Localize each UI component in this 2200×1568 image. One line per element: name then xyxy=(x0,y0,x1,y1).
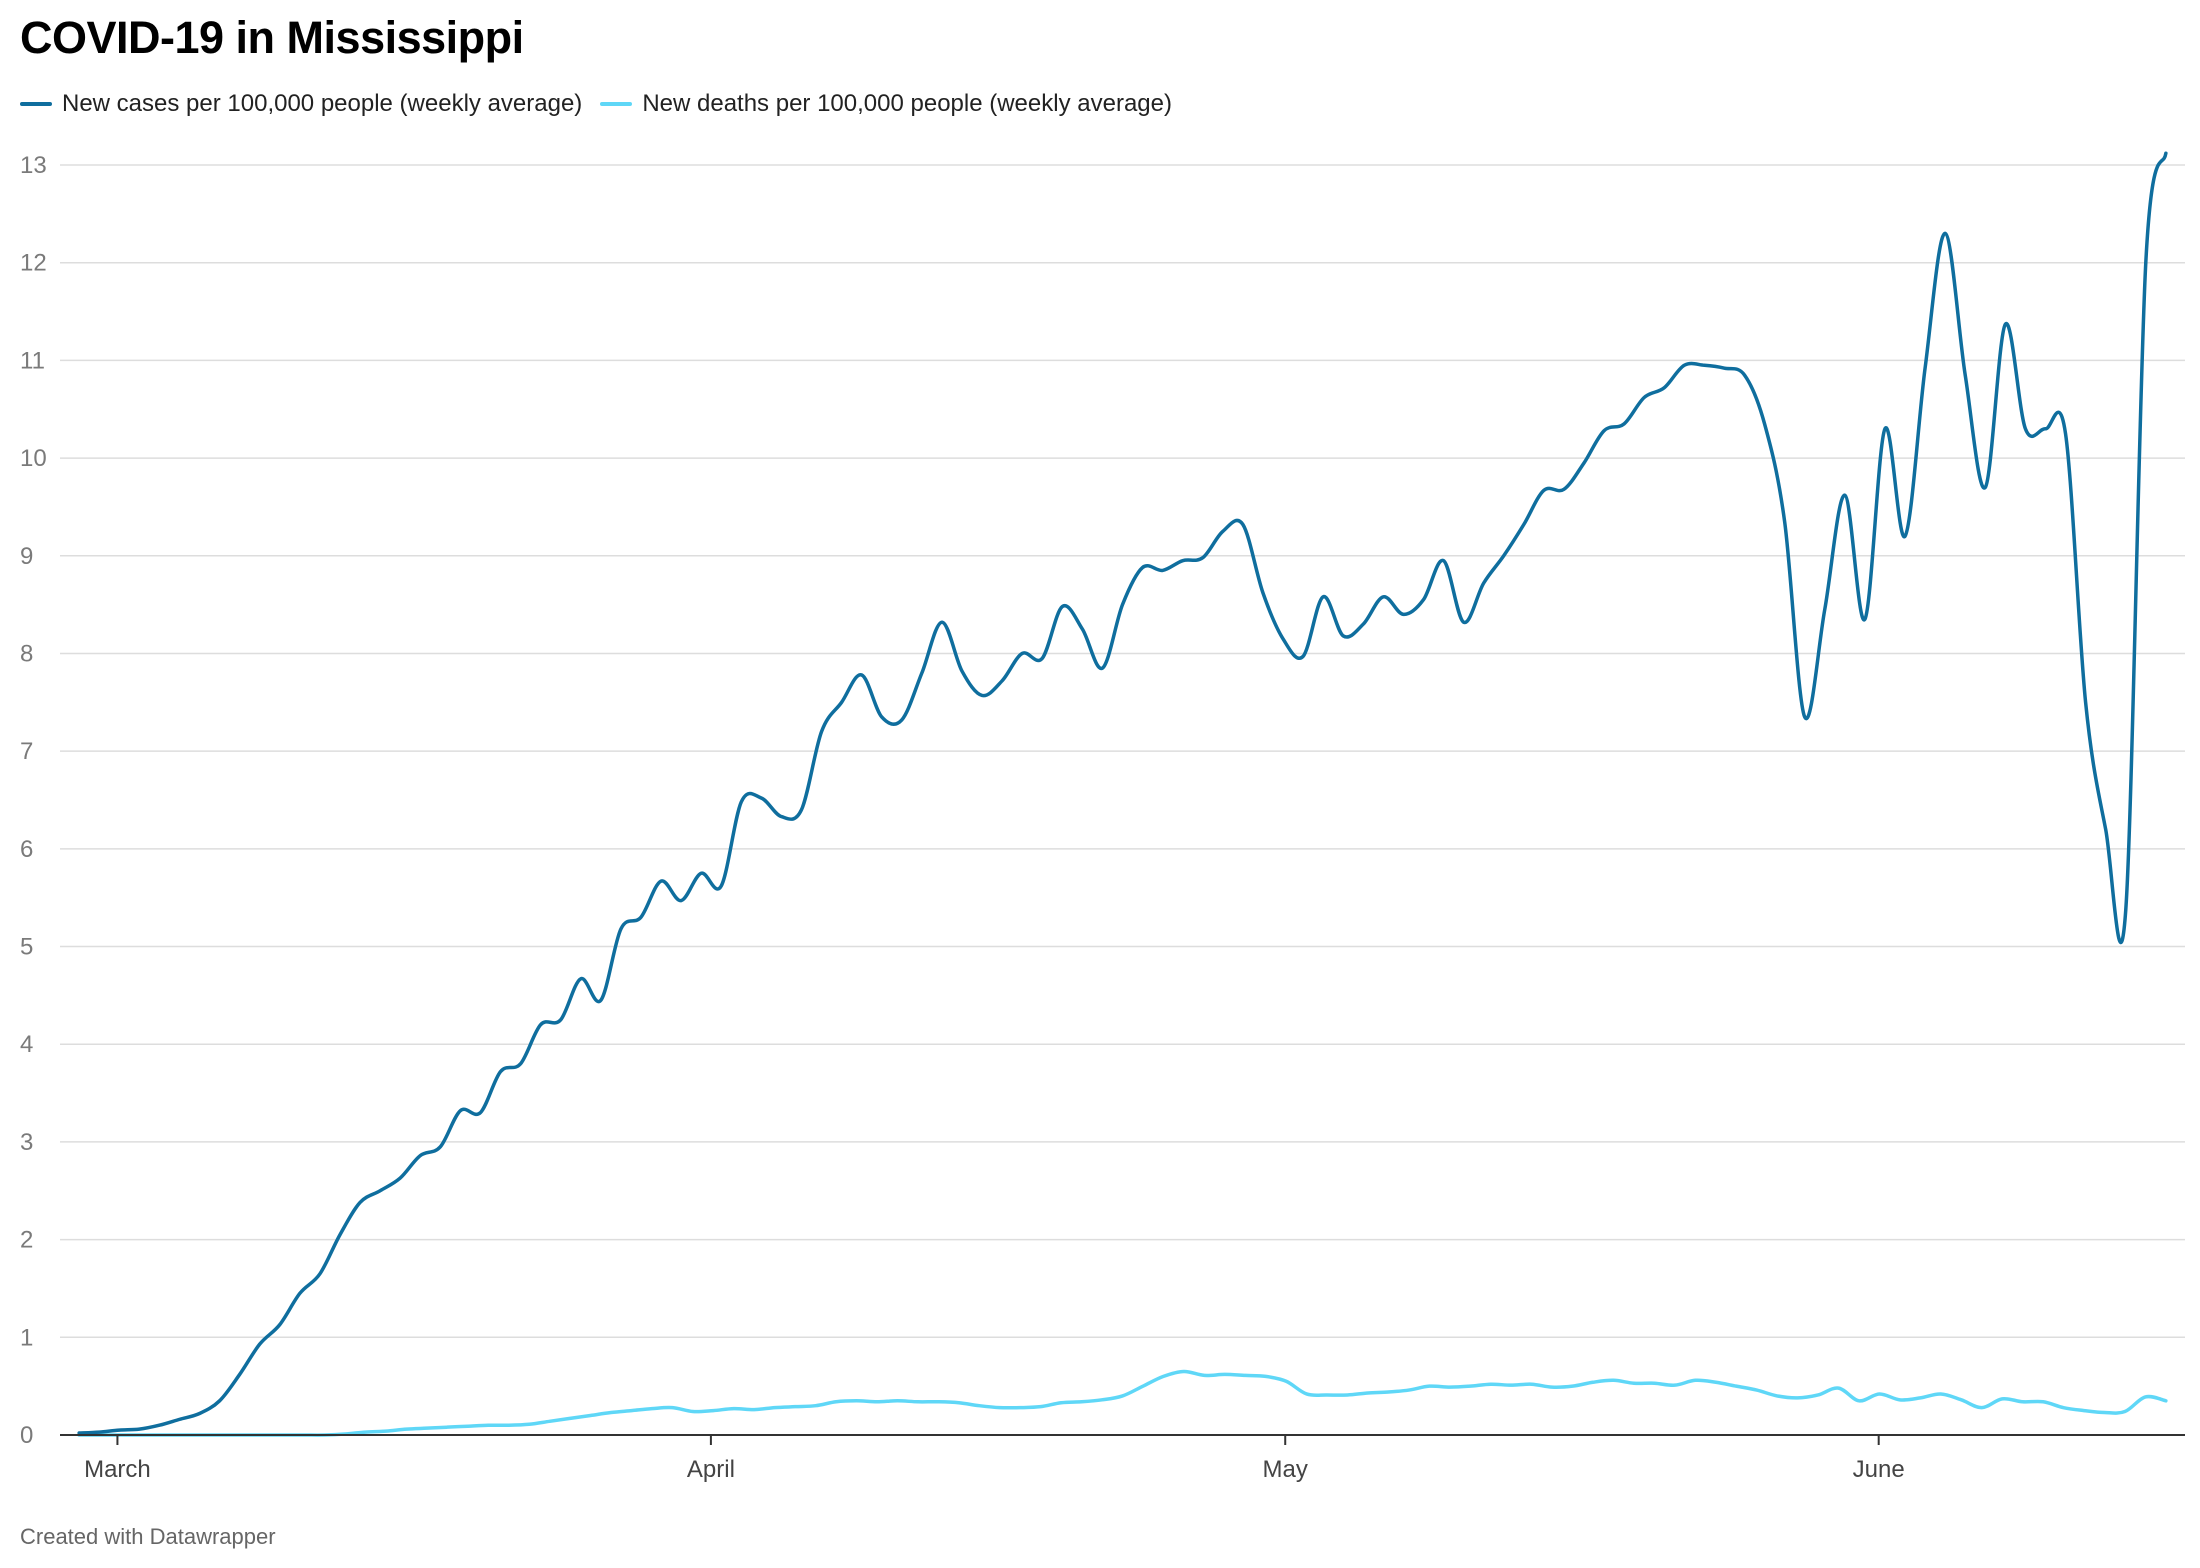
x-tick-label: May xyxy=(1263,1456,1308,1483)
y-tick-label: 9 xyxy=(20,543,33,570)
y-tick-label: 10 xyxy=(20,445,47,472)
y-tick-label: 6 xyxy=(20,836,33,863)
series xyxy=(77,151,2168,1437)
legend-item-cases[interactable]: New cases per 100,000 people (weekly ave… xyxy=(20,90,582,118)
series-line-cases xyxy=(77,151,2168,1435)
y-tick-label: 7 xyxy=(20,738,33,765)
x-tick-label: June xyxy=(1853,1456,1905,1483)
y-tick-label: 11 xyxy=(20,347,45,374)
y-tick-label: 1 xyxy=(20,1324,33,1351)
y-tick-label: 4 xyxy=(20,1031,33,1058)
legend-item-deaths[interactable]: New deaths per 100,000 people (weekly av… xyxy=(600,90,1172,118)
legend: New cases per 100,000 people (weekly ave… xyxy=(20,90,1190,118)
x-axis: March April May June xyxy=(60,1434,2185,1483)
legend-swatch-cases xyxy=(20,102,52,106)
y-tick-label: 2 xyxy=(20,1227,33,1254)
legend-label-cases: New cases per 100,000 people (weekly ave… xyxy=(62,90,583,117)
y-tick-label: 13 xyxy=(20,152,47,179)
x-tick-label: March xyxy=(84,1456,151,1483)
y-tick-label: 12 xyxy=(20,250,47,277)
credit-footer[interactable]: Created with Datawrapper xyxy=(20,1524,276,1549)
series-line-deaths xyxy=(77,1369,2168,1437)
y-tick-label: 8 xyxy=(20,640,33,667)
legend-swatch-deaths xyxy=(600,102,633,106)
x-tick-label: April xyxy=(687,1456,735,1483)
legend-label-deaths: New deaths per 100,000 people (weekly av… xyxy=(642,90,1172,117)
y-tick-label: 0 xyxy=(20,1422,33,1449)
y-tick-label: 5 xyxy=(20,934,33,961)
y-tick-label: 3 xyxy=(20,1129,33,1156)
chart-title: COVID-19 in Mississippi xyxy=(20,12,524,63)
